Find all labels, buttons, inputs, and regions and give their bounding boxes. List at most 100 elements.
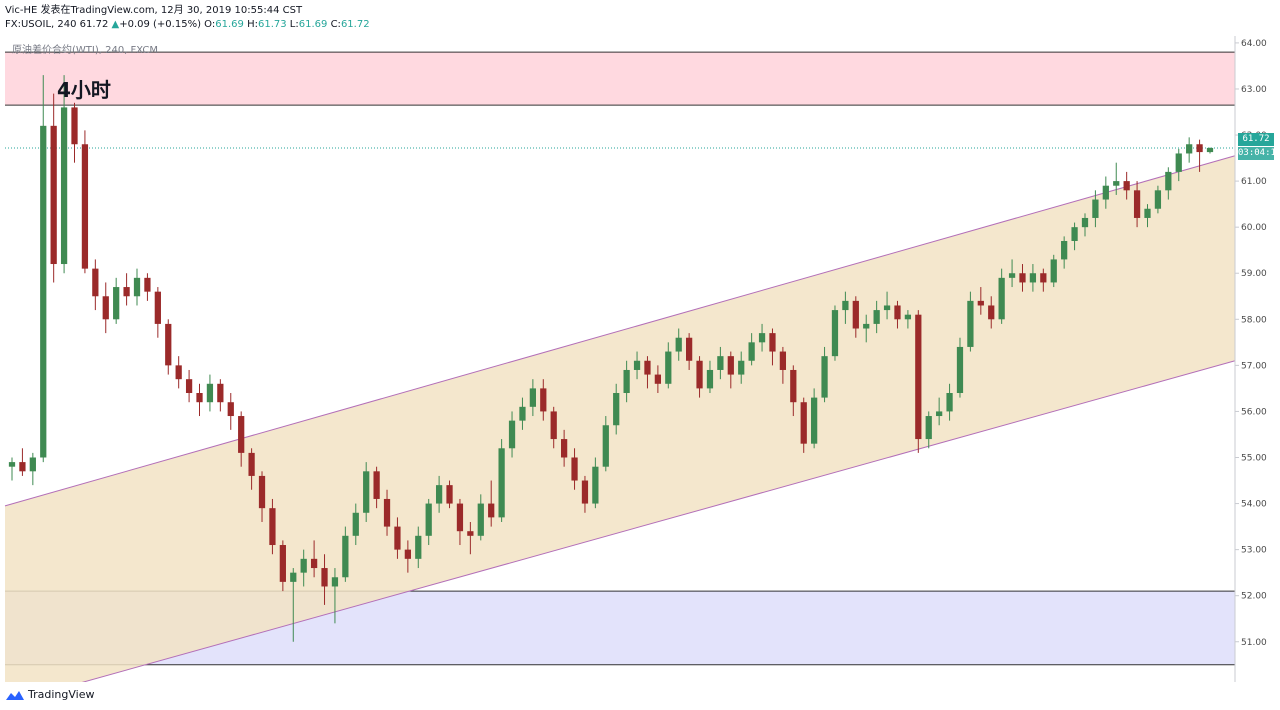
candle-body bbox=[206, 383, 214, 403]
candle bbox=[727, 351, 734, 389]
candle-body bbox=[581, 480, 589, 504]
candle bbox=[81, 130, 89, 274]
candle-body bbox=[946, 393, 953, 412]
candle-body bbox=[894, 305, 901, 320]
high-value: 61.73 bbox=[257, 19, 287, 30]
candle-body bbox=[623, 369, 630, 394]
candle bbox=[1071, 222, 1078, 251]
candle bbox=[394, 517, 401, 559]
y-tick-label: 51.00 bbox=[1241, 638, 1267, 648]
candle-body bbox=[29, 457, 36, 472]
candle-body bbox=[748, 342, 755, 361]
candle-body bbox=[967, 300, 974, 347]
candle bbox=[1019, 264, 1026, 292]
candle-body bbox=[477, 503, 484, 536]
candle-body bbox=[175, 365, 182, 380]
candle bbox=[894, 300, 901, 329]
candle bbox=[415, 526, 422, 569]
tradingview-brand[interactable]: TradingView bbox=[5, 688, 94, 702]
candle bbox=[310, 540, 318, 578]
channel-lower-line bbox=[81, 360, 1236, 682]
candle bbox=[196, 383, 203, 417]
candle-body bbox=[1008, 273, 1016, 278]
candle-body bbox=[258, 475, 266, 509]
candle-body bbox=[665, 351, 672, 384]
candle-body bbox=[863, 323, 870, 329]
candle bbox=[925, 411, 932, 449]
candle bbox=[258, 471, 266, 522]
candle-body bbox=[686, 337, 693, 361]
candle-body bbox=[1206, 147, 1214, 153]
candle bbox=[1123, 171, 1130, 200]
candle bbox=[904, 310, 912, 329]
y-tick-label: 55.00 bbox=[1241, 453, 1267, 463]
candle-body bbox=[435, 485, 443, 504]
candle bbox=[706, 360, 714, 394]
candle bbox=[71, 102, 78, 163]
low-label: L: bbox=[289, 19, 299, 30]
candle bbox=[738, 351, 745, 384]
candle bbox=[602, 416, 609, 472]
candle-body bbox=[352, 512, 359, 536]
candle bbox=[92, 259, 99, 311]
candle bbox=[998, 268, 1005, 324]
channel-upper-line bbox=[4, 155, 1236, 507]
candle bbox=[560, 429, 568, 467]
candle-body bbox=[363, 471, 370, 513]
candle-body bbox=[227, 402, 234, 417]
candle-body bbox=[40, 125, 47, 458]
candle bbox=[1092, 190, 1099, 228]
y-tick-label: 64.00 bbox=[1241, 39, 1267, 49]
candle-body bbox=[446, 485, 453, 504]
candle-body bbox=[185, 379, 193, 394]
candle bbox=[1144, 204, 1151, 228]
candle bbox=[696, 356, 703, 398]
candle-body bbox=[71, 107, 78, 145]
candle bbox=[1061, 236, 1068, 269]
candle-body bbox=[310, 558, 318, 569]
candle bbox=[60, 75, 68, 274]
candle bbox=[769, 328, 776, 366]
candle bbox=[425, 498, 432, 546]
candle bbox=[1050, 254, 1057, 288]
candle bbox=[133, 268, 141, 306]
candle bbox=[1081, 213, 1089, 237]
candle bbox=[571, 448, 578, 490]
close-value: 61.72 bbox=[340, 19, 370, 30]
candle bbox=[873, 300, 880, 334]
candle-body bbox=[373, 471, 380, 499]
candle-body bbox=[571, 457, 578, 481]
candle bbox=[175, 356, 182, 389]
candle-body bbox=[1144, 208, 1151, 218]
candle-body bbox=[498, 448, 505, 518]
candle-body bbox=[936, 411, 943, 417]
candle-body bbox=[394, 526, 401, 550]
symbol-ohlc-line: FX:USOIL, 240 61.72 ▲+0.09 (+0.15%) O:61… bbox=[5, 18, 370, 32]
candle bbox=[842, 291, 849, 324]
candle-body bbox=[1061, 240, 1068, 260]
candle-body bbox=[883, 305, 891, 311]
candle-body bbox=[113, 287, 120, 320]
candle-body bbox=[779, 351, 787, 370]
candle bbox=[623, 360, 630, 403]
candle-body bbox=[102, 296, 109, 320]
candlestick-chart[interactable]: 64.0063.0062.0061.0060.0059.0058.0057.00… bbox=[0, 34, 1280, 682]
candle-body bbox=[706, 369, 714, 389]
candle bbox=[165, 319, 172, 375]
candle-body bbox=[717, 356, 724, 370]
price-change: +0.09 (+0.15%) bbox=[119, 19, 201, 30]
y-tick-label: 54.00 bbox=[1241, 500, 1267, 510]
candle-body bbox=[842, 300, 849, 311]
candle-body bbox=[248, 452, 255, 476]
candle-body bbox=[550, 411, 557, 440]
candle-body bbox=[1196, 144, 1203, 153]
candle-body bbox=[300, 558, 307, 573]
candle bbox=[248, 448, 255, 490]
candle bbox=[800, 397, 807, 453]
y-tick-label: 52.00 bbox=[1241, 592, 1267, 602]
candle-body bbox=[123, 287, 130, 297]
candle-body bbox=[977, 300, 984, 306]
candle bbox=[633, 351, 641, 380]
publish-info: Vic-HE 发表在TradingView.com, 12月 30, 2019 … bbox=[5, 5, 303, 16]
symbol-label: FX:USOIL, 240 bbox=[5, 19, 77, 30]
